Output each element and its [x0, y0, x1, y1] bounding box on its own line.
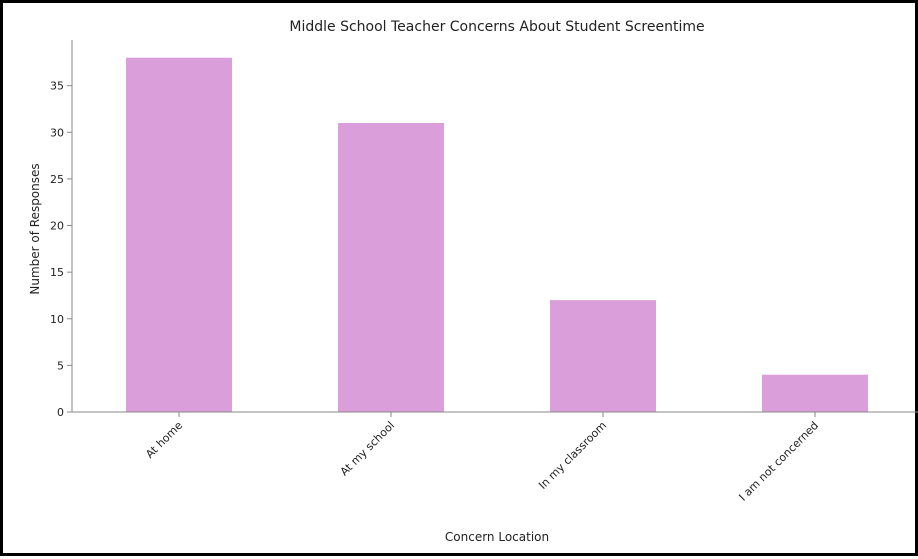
y-axis-label: Number of Responses	[28, 163, 42, 294]
y-tick-label-5: 25	[50, 173, 64, 186]
x-ticks-group: At home At my school In my classroom I am n…	[143, 412, 821, 504]
chart-title: Middle School Teacher Concerns About Stu…	[289, 19, 704, 35]
bar-3	[762, 374, 868, 412]
x-axis-label: Concern Location	[445, 530, 549, 544]
x-tick-label-3: I am not concerned	[736, 419, 821, 504]
y-ticks-group: 0 5 10 15 20 25 30 35	[50, 80, 72, 419]
y-tick-label-1: 5	[57, 359, 64, 372]
y-tick-label-2: 10	[50, 313, 64, 326]
x-tick-label-2: In my classroom	[536, 419, 609, 492]
y-tick-label-7: 35	[50, 80, 64, 93]
y-tick-label-3: 15	[50, 266, 64, 279]
x-tick-label-0: At home	[143, 419, 185, 461]
bar-0	[126, 57, 232, 412]
x-tick-label-1: At my school	[338, 419, 397, 478]
bar-chart: Middle School Teacher Concerns About Stu…	[28, 19, 918, 544]
bars-group	[126, 57, 868, 412]
y-tick-label-6: 30	[50, 126, 64, 139]
y-tick-label-0: 0	[57, 406, 64, 419]
bar-1	[338, 122, 444, 412]
y-tick-label-4: 20	[50, 220, 64, 233]
bar-2	[550, 300, 656, 412]
